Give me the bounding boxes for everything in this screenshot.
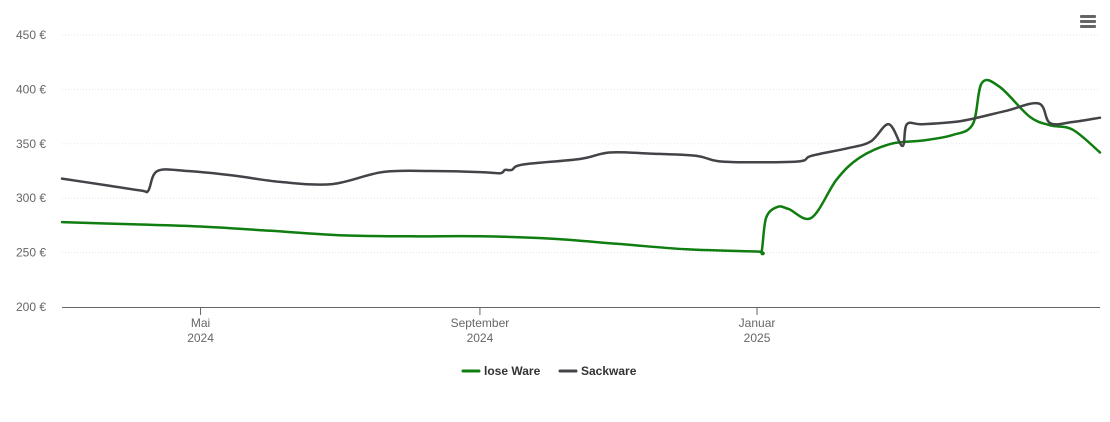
x-tick-label: Januar	[739, 316, 776, 330]
y-tick-label: 450 €	[16, 28, 46, 42]
hamburger-menu-icon[interactable]	[1077, 12, 1099, 32]
legend-label: lose Ware	[484, 364, 541, 378]
x-tick-year-label: 2024	[467, 331, 494, 345]
y-axis: 200 € 250 € 300 € 350 € 400 € 450 €	[16, 28, 46, 314]
y-tick-label: 200 €	[16, 300, 46, 314]
x-tick-year-label: 2024	[187, 331, 214, 345]
legend[interactable]: lose Ware Sackware	[461, 364, 637, 378]
x-tick-label: September	[451, 316, 510, 330]
y-tick-label: 400 €	[16, 82, 46, 96]
legend-item-sackware[interactable]: Sackware	[558, 364, 637, 378]
x-tick-year-label: 2025	[744, 331, 771, 345]
series-lines	[60, 78, 1102, 256]
x-tick-label: Mai	[191, 316, 210, 330]
y-tick-label: 250 €	[16, 246, 46, 260]
series-line-lose-ware[interactable]	[60, 78, 1102, 256]
series-line-sackware[interactable]	[60, 101, 1102, 194]
y-tick-label: 350 €	[16, 137, 46, 151]
legend-item-lose-ware[interactable]: lose Ware	[461, 364, 541, 378]
legend-label: Sackware	[581, 364, 637, 378]
grid-lines	[62, 34, 1100, 254]
y-tick-label: 300 €	[16, 191, 46, 205]
